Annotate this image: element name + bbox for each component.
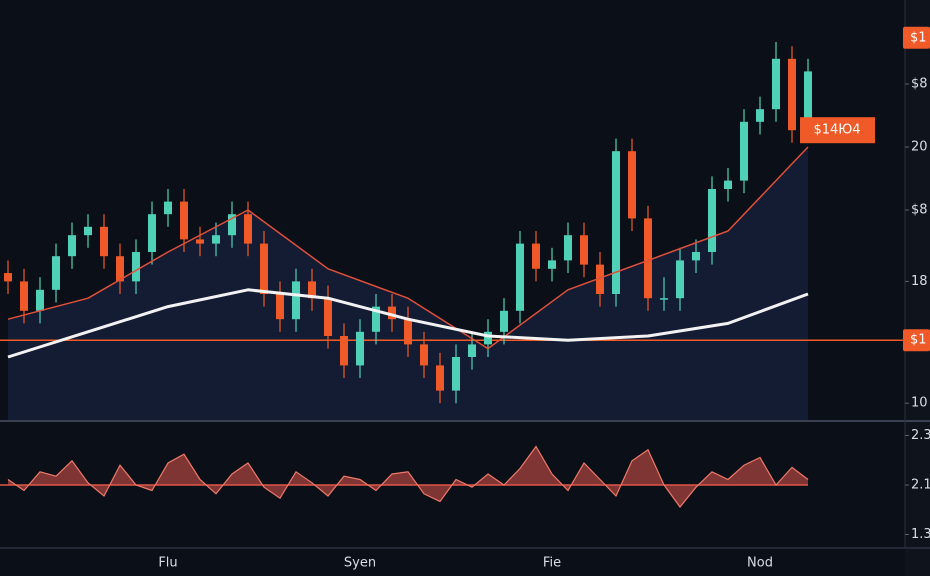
price-tag xyxy=(903,26,930,49)
candle-body xyxy=(436,365,444,391)
candle-body xyxy=(212,235,220,244)
candle-body xyxy=(580,235,588,265)
candle-body xyxy=(468,344,476,357)
moving-average xyxy=(7,146,809,350)
candle-body xyxy=(164,201,172,215)
candle-body xyxy=(84,226,92,236)
y-tick-label: $8 xyxy=(911,77,928,92)
candle-body xyxy=(500,310,508,332)
candle-body xyxy=(244,214,252,244)
oscillator-area xyxy=(8,446,808,507)
candle-body xyxy=(564,235,572,261)
candle-body xyxy=(708,189,716,252)
candle-body xyxy=(788,58,796,131)
candle-body xyxy=(148,214,156,252)
candle-body xyxy=(660,298,668,300)
price-tag-label: $1 xyxy=(910,30,927,45)
candle-body xyxy=(612,151,620,294)
average-area xyxy=(8,147,808,420)
candle-body xyxy=(36,289,44,311)
price-tag-label: $1 xyxy=(910,333,927,348)
y-tick-label: 2.1 xyxy=(911,478,930,493)
candle-body xyxy=(52,256,60,290)
candle-body xyxy=(196,239,204,244)
candle-body xyxy=(372,306,380,332)
candle-body xyxy=(420,344,428,366)
candle-body xyxy=(804,71,812,131)
candle-body xyxy=(596,264,604,294)
oscillator-line xyxy=(7,445,809,508)
candle-body xyxy=(452,357,460,391)
candle-body xyxy=(308,281,316,299)
annotation-label: $14Ю4 xyxy=(813,123,860,138)
candle-body xyxy=(324,298,332,336)
y-tick-label: 10 xyxy=(911,396,928,411)
candle-body xyxy=(292,281,300,320)
candle-body xyxy=(388,306,396,320)
candle-body xyxy=(756,109,764,122)
candle-body xyxy=(516,243,524,311)
candle-body xyxy=(548,260,556,269)
candle-body xyxy=(404,319,412,345)
candle-body xyxy=(68,235,76,257)
candle-body xyxy=(116,256,124,282)
candle-body xyxy=(276,294,284,320)
candle-body xyxy=(20,281,28,311)
x-tick-label: Flu xyxy=(158,556,177,571)
candle-body xyxy=(772,58,780,110)
candle-body xyxy=(740,121,748,181)
candle-body xyxy=(180,201,188,240)
y-tick-label: $8 xyxy=(911,203,928,218)
candle-body xyxy=(4,273,12,282)
candle-body xyxy=(532,243,540,269)
x-tick-label: Nod xyxy=(747,556,773,571)
candle-body xyxy=(724,180,732,189)
candle-body xyxy=(692,252,700,261)
x-tick-label: Syen xyxy=(344,556,376,571)
candle-body xyxy=(100,226,108,257)
x-tick-label: Fie xyxy=(543,556,561,571)
candle-body xyxy=(676,260,684,299)
axis-panel xyxy=(905,0,930,576)
candle-body xyxy=(260,243,268,294)
y-tick-label: 18 xyxy=(911,274,928,289)
price-tag xyxy=(903,329,930,352)
candle-body xyxy=(132,252,140,282)
candle-body xyxy=(356,331,364,366)
candle-body xyxy=(228,214,236,236)
candle-body xyxy=(628,151,636,219)
moving-average xyxy=(7,288,809,359)
y-tick-label: 20 xyxy=(911,140,928,155)
y-tick-label: 2.3 xyxy=(911,428,930,443)
candle-body xyxy=(484,331,492,345)
candle-body xyxy=(340,336,348,366)
candle-body xyxy=(644,218,652,299)
y-tick-label: 1.3 xyxy=(911,527,930,542)
annotation-box xyxy=(800,117,875,144)
